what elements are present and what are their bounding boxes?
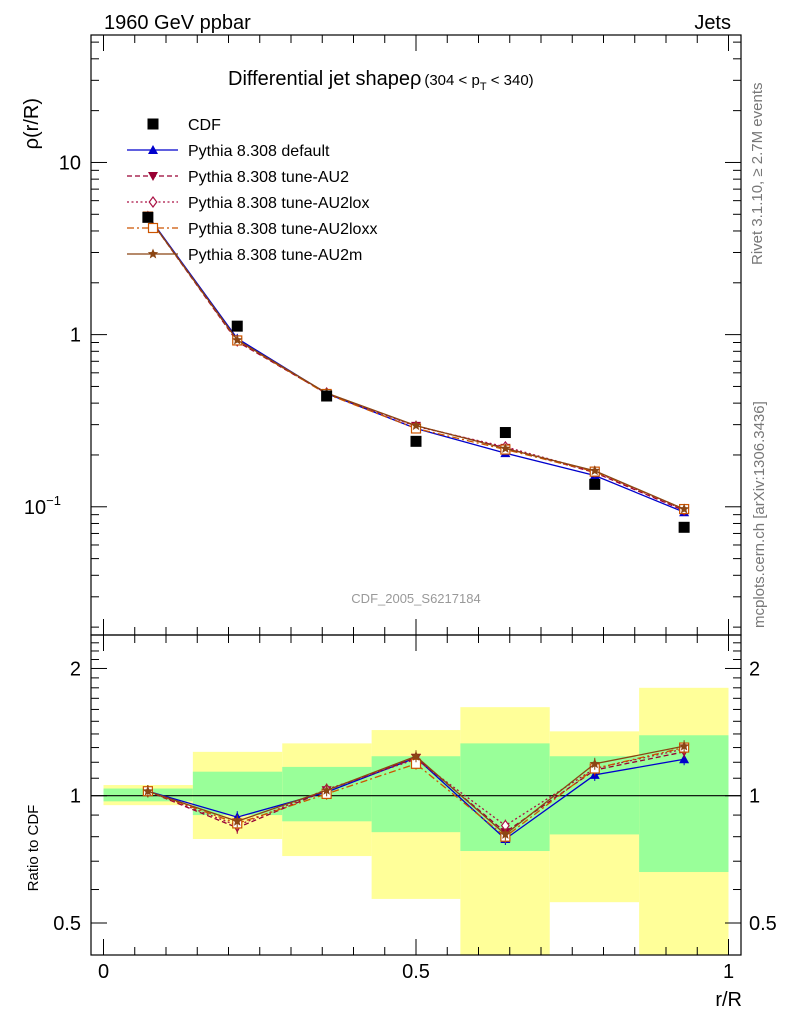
ratio-point-s4-1 (232, 815, 243, 826)
analysis-id-label: CDF_2005_S6217184 (351, 591, 480, 606)
ratio-point-s4-0 (142, 785, 154, 796)
legend-marker-5 (147, 248, 159, 259)
ratio-point-s4-2 (321, 784, 332, 795)
ratio-y-tick-label-left-1: 1 (70, 786, 81, 808)
ratio-y-tick-labels: 2 2 1 1 0.5 0.5 (53, 658, 777, 935)
x-tick-labels: 0 0.5 1 (98, 961, 734, 983)
ratio-y-tick-label-right-0: 2 (749, 658, 760, 680)
main-point-s4-4 (500, 443, 511, 453)
legend-label-2: Pythia 8.308 tune-AU2 (188, 169, 349, 186)
cdf-point-0 (142, 211, 154, 223)
ratio-y-tick-label-left-2: 0.5 (53, 913, 81, 935)
ratio-point-s4-4 (500, 828, 511, 839)
legend-marker-3 (148, 196, 158, 208)
green-band-1 (192, 771, 283, 816)
legend-label-0: CDF (188, 117, 221, 134)
ratio-series-layer (142, 740, 690, 846)
main-point-s4-3 (410, 420, 422, 431)
process-label: Jets (694, 12, 731, 34)
legend: CDF Pythia 8.308 default Pythia 8.308 tune… (127, 117, 377, 264)
legend-label-5: Pythia 8.308 tune-AU2m (188, 247, 362, 264)
cdf-point-1 (231, 320, 243, 332)
main-y-tick-label-1: 1 (70, 325, 81, 347)
energy-label: 1960 GeV ppbar (104, 12, 251, 34)
legend-marker-0 (147, 118, 159, 130)
ratio-point-s0-6 (679, 754, 690, 764)
main-point-s4-5 (589, 465, 600, 476)
main-y-tick-label-2: 10−1 (24, 493, 61, 519)
mcplots-label: mcplots.cern.ch [arXiv:1306.3436] (751, 401, 768, 628)
cdf-point-3 (410, 435, 422, 447)
ratio-y-tick-label-right-1: 1 (749, 786, 760, 808)
cdf-point-6 (678, 521, 690, 533)
ratio-uncertainty-bands (103, 687, 729, 955)
x-tick-label-0: 0 (98, 961, 109, 983)
rivet-label: Rivet 3.1.10, ≥ 2.7M events (749, 83, 766, 266)
cdf-data-points (142, 211, 690, 533)
x-axis-title: r/R (715, 989, 742, 1011)
legend-marker-4 (147, 222, 159, 234)
ratio-y-tick-label-right-2: 0.5 (749, 913, 777, 935)
legend-label-1: Pythia 8.308 default (188, 143, 330, 160)
cdf-point-4 (499, 427, 511, 439)
x-tick-label-2: 1 (723, 961, 734, 983)
main-point-s4-1 (232, 334, 243, 345)
chart-title: Differential jet shapeρ (304 < pT < 340) (228, 68, 534, 93)
main-y-axis-title: ρ(r/R) (21, 98, 43, 149)
legend-label-3: Pythia 8.308 tune-AU2lox (188, 195, 369, 212)
ratio-y-tick-label-left-0: 2 (70, 658, 81, 680)
cdf-point-5 (589, 478, 601, 490)
axis-ticks (91, 35, 741, 955)
legend-label-4: Pythia 8.308 tune-AU2loxx (188, 221, 377, 238)
ratio-y-axis-title: Ratio to CDF (25, 805, 42, 892)
legend-marker-2 (148, 172, 158, 181)
ratio-point-s4-5 (589, 758, 600, 769)
ratio-point-s4-6 (678, 740, 690, 751)
main-y-tick-label-0: 10 (59, 152, 81, 174)
cdf-point-2 (321, 390, 333, 402)
ratio-point-s4-3 (410, 750, 422, 761)
legend-marker-1 (148, 145, 158, 154)
main-y-tick-labels: 10 1 10−1 (24, 152, 81, 518)
main-point-s4-6 (678, 503, 690, 514)
x-tick-label-1: 0.5 (402, 961, 430, 983)
